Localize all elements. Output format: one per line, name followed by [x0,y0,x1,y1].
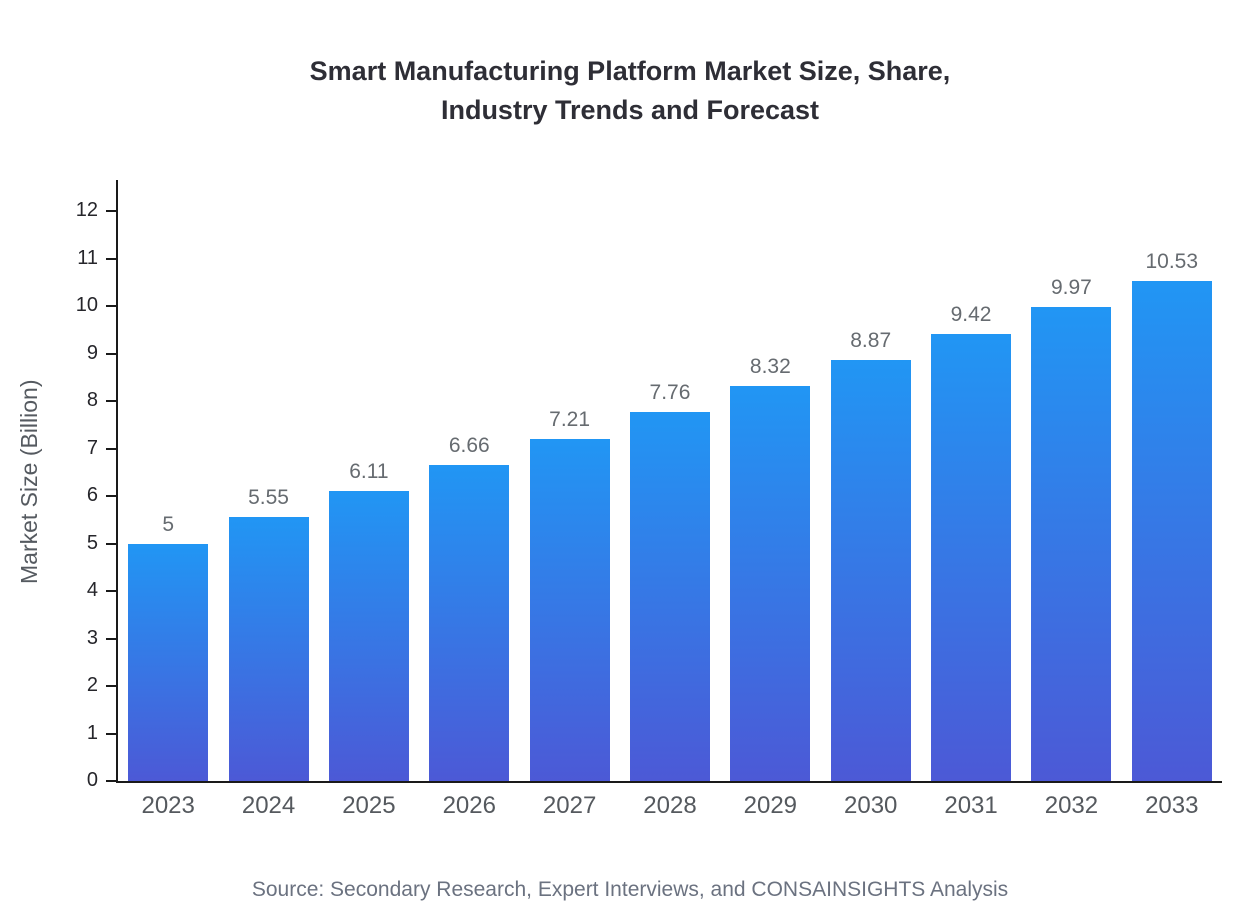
y-axis-line [116,180,118,783]
chart-title: Smart Manufacturing Platform Market Size… [0,52,1260,130]
bar-group: 5.55 [218,486,318,781]
chart-title-line2: Industry Trends and Forecast [440,95,820,126]
x-axis-line [116,781,1222,783]
x-axis-label: 2023 [141,792,195,819]
bar-value-label: 9.97 [1050,276,1092,300]
bar-value-label: 10.53 [1145,249,1199,273]
bar [429,464,510,781]
y-tick-label: 4 [86,579,98,601]
x-axis-label: 2029 [743,792,798,819]
y-tick-label: 1 [86,721,98,744]
bar [1031,307,1112,781]
bar-group: 6.11 [319,460,419,781]
bar-value-label: 6.66 [448,433,490,457]
bar-group: 5 [118,512,218,781]
y-tick-label: 6 [86,484,98,506]
y-tick-label: 7 [86,436,98,459]
bar-group: 6.66 [419,434,519,781]
bar [730,385,811,781]
x-axis-label: 2026 [442,792,496,819]
x-axis-label: 2032 [1044,792,1099,819]
y-tick-label: 0 [86,769,98,791]
y-tick-label: 11 [77,246,98,269]
bar-value-label: 8.87 [850,328,892,352]
bar-group: 9.42 [921,303,1021,781]
y-tick-label: 10 [75,294,98,316]
bar [328,490,409,781]
bar-group: 7.21 [519,408,619,781]
x-axis-label: 2031 [944,792,998,819]
y-axis-title: Market Size (Billion) [16,379,42,584]
y-tick-mark [106,400,116,402]
y-tick-mark [106,685,116,687]
y-tick-mark [106,590,116,592]
bar-group: 8.87 [821,329,921,781]
bar-group: 8.32 [720,355,820,781]
y-tick-label: 3 [86,626,98,649]
bar-group: 7.76 [620,381,720,781]
y-tick-mark [106,257,116,260]
bar-value-label: 5.55 [248,486,289,510]
bar-value-label: 7.21 [549,407,591,431]
chart-title-line1: Smart Manufacturing Platform Market Size… [309,56,951,86]
x-axis-label: 2030 [844,792,898,819]
source-note: Source: Secondary Research, Expert Inter… [251,878,1009,901]
bar-group: 9.97 [1021,276,1121,781]
bar [529,438,610,781]
x-axis-label: 2025 [342,792,396,819]
bar [931,333,1012,781]
bar-value-label: 8.32 [749,354,791,378]
y-tick-label: 5 [86,531,98,554]
bar [629,412,710,781]
bar [830,359,911,781]
y-tick-mark [106,495,116,497]
x-axis-label: 2028 [643,792,697,819]
bar-group: 10.53 [1122,250,1222,781]
y-tick-label: 9 [86,341,98,364]
bar-value-label: 9.42 [950,302,992,326]
y-tick-mark [106,542,116,545]
y-tick-label: 12 [75,199,98,221]
bar [1131,280,1212,781]
x-axis-label: 2024 [241,792,296,819]
bar-value-label: 7.76 [649,381,691,405]
x-axis-labels: 2023 2024 2025 2026 2027 2028 2029 2030 2031 2032… [118,792,1222,820]
y-tick-label: 2 [86,674,98,696]
x-axis-label: 2027 [542,792,597,819]
y-tick-label: 8 [86,389,98,411]
bar [128,543,209,781]
x-axis-label: 2033 [1145,792,1199,819]
plot-area: 0 1 2 3 4 5 6 7 8 9 10 11 12 5 5.55 6.11 6.66 7.21 7.76 8.… [76,182,1222,791]
y-tick-mark [106,210,116,212]
y-tick-mark [106,780,116,782]
bar-value-label: 6.11 [349,459,389,483]
bar-value-label: 5 [162,512,175,536]
bar [228,517,309,781]
y-tick-mark [106,732,116,735]
y-tick-mark [106,305,116,307]
y-tick-mark [106,637,116,640]
y-tick-mark [106,447,116,450]
y-tick-mark [106,352,116,355]
bars-container: 5 5.55 6.11 6.66 7.21 7.76 8.32 8.87 9.42 9.97 10.… [118,182,1222,781]
